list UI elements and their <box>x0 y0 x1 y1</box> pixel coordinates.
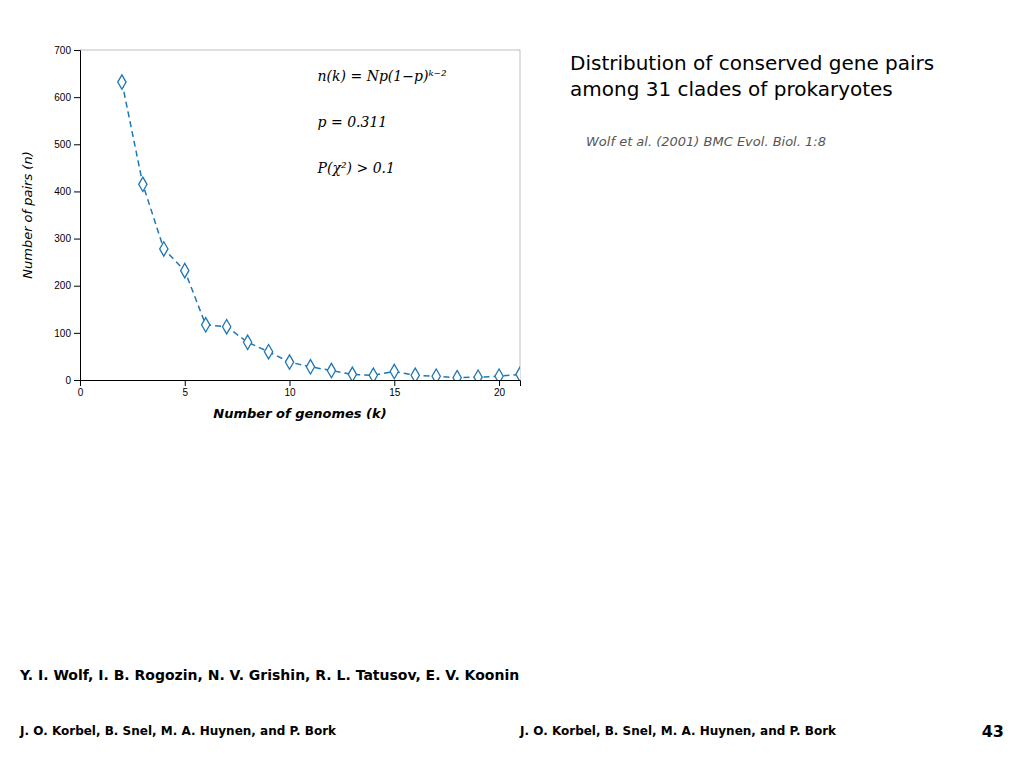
data-point <box>516 367 520 380</box>
y-axis-tick-mark <box>74 380 80 381</box>
title-line: among 31 clades of prokaryotes <box>570 77 893 101</box>
y-axis-tick-label: 0 <box>65 375 71 386</box>
data-point <box>223 320 231 334</box>
x-axis-tick-label: 20 <box>494 387 506 398</box>
y-axis-tick: 700 <box>54 45 80 56</box>
y-axis-tick-mark <box>74 239 80 240</box>
annotation: n(k) = Np(1−p)ᵏ⁻² <box>318 68 447 84</box>
x-axis: 0 5 10 15 20 <box>78 380 521 398</box>
data-point <box>453 370 461 380</box>
y-axis-tick: 300 <box>54 233 80 244</box>
y-axis-tick-label: 400 <box>54 186 71 197</box>
x-axis-line <box>81 381 521 387</box>
y-axis-tick-label: 700 <box>54 45 71 56</box>
y-axis-tick-label: 100 <box>54 328 71 339</box>
subtitle: Wolf et al. (2001) BMC Evol. Biol. 1:8 <box>586 134 826 149</box>
x-axis-tick: 20 <box>494 380 506 398</box>
data-point <box>474 370 482 380</box>
y-axis-title: Number of pairs (n) <box>20 151 35 278</box>
y-axis-line <box>74 51 81 381</box>
data-point <box>432 369 440 380</box>
x-axis-tick-label: 15 <box>389 387 401 398</box>
y-axis-tick-label: 600 <box>54 92 71 103</box>
data-point <box>160 242 168 256</box>
y-axis-tick-mark <box>74 50 80 51</box>
y-axis-tick: 500 <box>54 139 80 150</box>
y-axis-tick-mark <box>74 97 80 98</box>
data-point <box>327 363 335 377</box>
x-axis-tick-label: 5 <box>182 387 188 398</box>
y-axis-tick: 600 <box>54 92 80 103</box>
x-axis-tick: 0 <box>78 380 84 398</box>
y-axis-tick: 400 <box>54 186 80 197</box>
x-axis-tick-mark <box>394 380 395 386</box>
title-line: Distribution of conserved gene pairs <box>570 51 934 75</box>
data-point <box>139 177 147 191</box>
data-point <box>495 369 503 380</box>
data-point <box>202 318 210 332</box>
y-axis: 0 100 200 300 400 500 600 700 <box>54 45 80 386</box>
footer-text: J. O. Korbel, B. Snel, M. A. Huynen, and… <box>519 724 837 738</box>
data-point <box>348 367 356 380</box>
data-point <box>369 368 377 380</box>
y-axis-tick: 200 <box>54 280 80 291</box>
y-axis-tick: 0 <box>65 375 80 386</box>
marks <box>118 75 520 380</box>
x-axis-tick-label: 10 <box>284 387 296 398</box>
slide-number: 43 <box>982 722 1004 741</box>
data-point <box>306 360 314 374</box>
x-axis-tick-label: 0 <box>78 387 84 398</box>
y-axis-tick-mark <box>74 333 80 334</box>
footer-text: J. O. Korbel, B. Snel, M. A. Huynen, and… <box>19 724 337 738</box>
y-axis-tick-label: 500 <box>54 139 71 150</box>
x-axis-tick-mark <box>290 380 291 386</box>
footer-text: Y. I. Wolf, I. B. Rogozin, N. V. Grishin… <box>19 667 519 683</box>
data-point <box>181 263 189 277</box>
plot-area: 051015200100200300400500600700Number of … <box>20 45 524 421</box>
data-point <box>118 75 126 89</box>
data-point <box>390 364 398 378</box>
chart-root: 051015200100200300400500600700Number of … <box>0 0 1024 768</box>
data-point <box>411 368 419 380</box>
plot-frame <box>520 50 521 380</box>
x-axis-tick-mark <box>499 380 500 386</box>
x-axis-title: Number of genomes (k) <box>213 406 386 421</box>
annotation: p = 0.311 <box>318 114 388 130</box>
y-axis-tick-mark <box>74 286 80 287</box>
x-axis-tick-mark <box>185 380 186 386</box>
data-point <box>264 345 272 359</box>
title: Distribution of conserved gene pairsamon… <box>570 51 934 101</box>
annotation: P(χ²) > 0.1 <box>317 160 395 176</box>
y-axis-tick-label: 300 <box>54 233 71 244</box>
data-point <box>243 335 251 349</box>
data-point <box>285 355 293 369</box>
y-axis-tick-mark <box>74 144 80 145</box>
data-line <box>122 82 520 378</box>
x-axis-tick: 15 <box>389 380 401 398</box>
x-axis-tick: 5 <box>182 380 188 398</box>
y-axis-tick: 100 <box>54 328 80 339</box>
y-axis-tick-mark <box>74 191 80 192</box>
x-axis-tick: 10 <box>284 380 296 398</box>
y-axis-tick-label: 200 <box>54 280 71 291</box>
plot-frame <box>80 50 520 51</box>
